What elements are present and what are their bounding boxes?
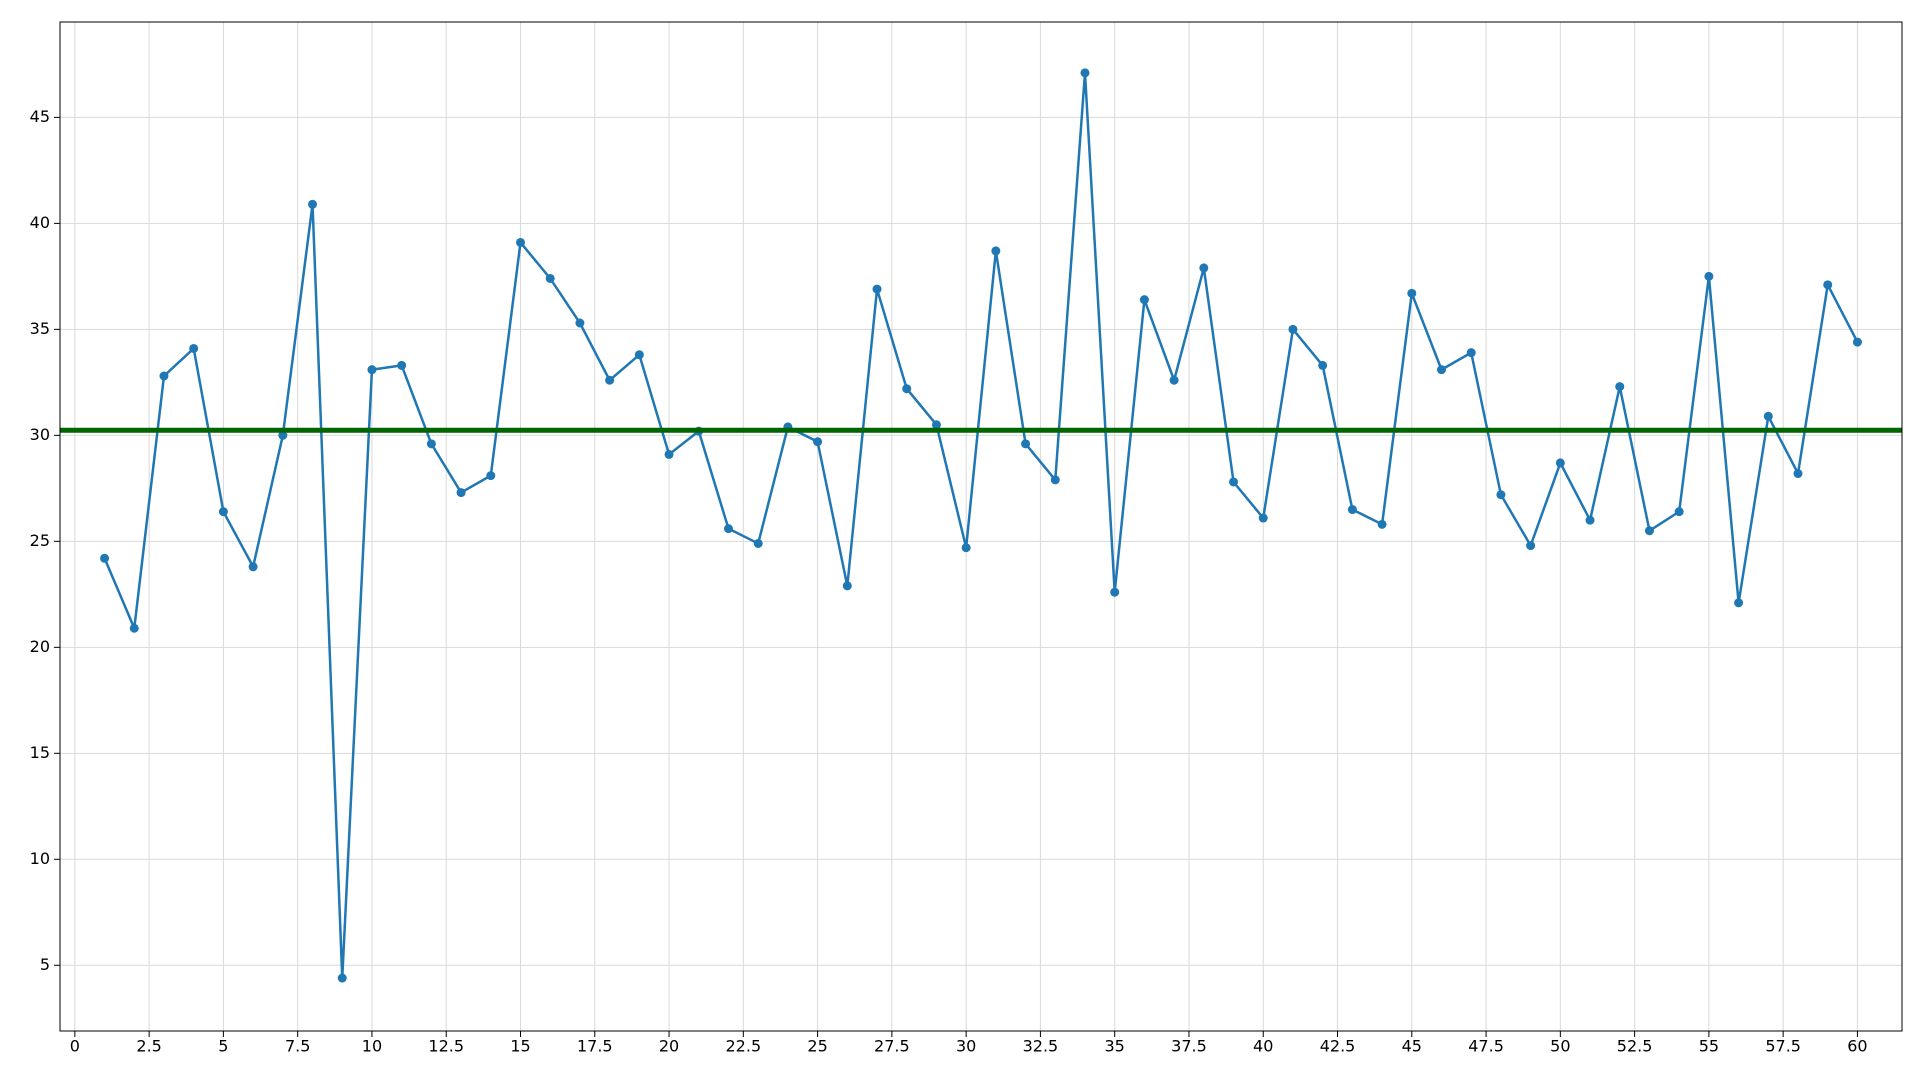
y-tick-label: 10 bbox=[30, 849, 50, 868]
data-point bbox=[961, 543, 971, 553]
data-point bbox=[1258, 513, 1268, 523]
data-point bbox=[100, 553, 110, 563]
data-point bbox=[1852, 337, 1862, 347]
data-point bbox=[605, 375, 615, 385]
data-point bbox=[189, 343, 199, 353]
x-tick-label: 52.5 bbox=[1617, 1037, 1653, 1056]
data-point bbox=[1080, 68, 1090, 78]
data-point bbox=[1021, 439, 1031, 449]
data-point bbox=[1674, 507, 1684, 517]
data-point bbox=[129, 623, 139, 633]
data-point bbox=[1644, 526, 1654, 536]
data-point bbox=[337, 973, 347, 983]
data-point bbox=[1585, 515, 1595, 525]
x-tick-label: 45 bbox=[1402, 1037, 1422, 1056]
x-tick-label: 60 bbox=[1847, 1037, 1867, 1056]
x-tick-label: 40 bbox=[1253, 1037, 1273, 1056]
x-tick-label: 7.5 bbox=[285, 1037, 310, 1056]
data-point bbox=[1169, 375, 1179, 385]
data-point bbox=[664, 449, 674, 459]
data-point bbox=[723, 524, 733, 534]
data-point bbox=[159, 371, 169, 381]
data-point bbox=[426, 439, 436, 449]
x-tick-label: 20 bbox=[659, 1037, 679, 1056]
data-point bbox=[1793, 469, 1803, 479]
data-point bbox=[902, 384, 912, 394]
y-tick-label: 30 bbox=[30, 425, 50, 444]
data-point bbox=[1526, 541, 1536, 551]
x-tick-label: 55 bbox=[1699, 1037, 1719, 1056]
data-point bbox=[1318, 360, 1328, 370]
y-tick-label: 45 bbox=[30, 107, 50, 126]
x-tick-label: 12.5 bbox=[428, 1037, 464, 1056]
data-point bbox=[1377, 519, 1387, 529]
y-tick-label: 20 bbox=[30, 637, 50, 656]
data-point bbox=[1347, 505, 1357, 515]
data-point bbox=[1615, 382, 1625, 392]
data-point bbox=[1288, 324, 1298, 334]
data-point bbox=[1229, 477, 1239, 487]
data-point bbox=[278, 430, 288, 440]
data-point bbox=[813, 437, 823, 447]
data-point bbox=[1139, 295, 1149, 305]
x-tick-label: 47.5 bbox=[1468, 1037, 1504, 1056]
data-point bbox=[1110, 587, 1120, 597]
series-line bbox=[103, 72, 1859, 979]
data-point bbox=[753, 538, 763, 548]
x-tick-label: 37.5 bbox=[1171, 1037, 1207, 1056]
data-point bbox=[931, 420, 941, 430]
x-tick-label: 57.5 bbox=[1765, 1037, 1801, 1056]
x-tick-label: 25 bbox=[807, 1037, 827, 1056]
x-tick-label: 10 bbox=[362, 1037, 382, 1056]
data-point bbox=[397, 360, 407, 370]
data-point bbox=[308, 199, 318, 209]
x-tick-label: 32.5 bbox=[1023, 1037, 1059, 1056]
x-tick-label: 27.5 bbox=[874, 1037, 910, 1056]
data-point bbox=[218, 507, 228, 517]
y-tick-label: 5 bbox=[40, 955, 50, 974]
data-point bbox=[456, 488, 466, 498]
x-tick-label: 5 bbox=[218, 1037, 228, 1056]
data-point bbox=[872, 284, 882, 294]
y-tick-label: 15 bbox=[30, 743, 50, 762]
data-point bbox=[991, 246, 1001, 256]
x-tick-label: 30 bbox=[956, 1037, 976, 1056]
x-tick-label: 17.5 bbox=[577, 1037, 613, 1056]
data-point bbox=[1496, 490, 1506, 500]
data-point bbox=[842, 581, 852, 591]
data-point bbox=[575, 318, 585, 328]
x-tick-label: 15 bbox=[510, 1037, 530, 1056]
x-tick-label: 42.5 bbox=[1320, 1037, 1356, 1056]
plot-frame bbox=[59, 21, 1903, 1032]
data-point bbox=[516, 237, 525, 247]
data-point bbox=[486, 471, 496, 481]
y-tick-label: 35 bbox=[30, 319, 50, 338]
data-point bbox=[1466, 348, 1476, 358]
x-tick-label: 2.5 bbox=[136, 1037, 161, 1056]
data-point bbox=[1199, 263, 1209, 273]
data-point bbox=[1437, 365, 1446, 375]
data-point bbox=[545, 273, 555, 283]
x-tick-label: 35 bbox=[1105, 1037, 1125, 1056]
x-tick-label: 0 bbox=[70, 1037, 80, 1056]
y-tick-label: 25 bbox=[30, 531, 50, 550]
data-point bbox=[1763, 411, 1773, 421]
data-point bbox=[248, 562, 258, 572]
data-point bbox=[1407, 288, 1417, 298]
data-point bbox=[1823, 280, 1833, 290]
data-point bbox=[634, 350, 644, 360]
data-point bbox=[1555, 458, 1565, 468]
data-point bbox=[367, 365, 377, 375]
data-point bbox=[1704, 271, 1714, 281]
y-tick-label: 40 bbox=[30, 213, 50, 232]
data-point bbox=[1050, 475, 1060, 485]
x-tick-label: 22.5 bbox=[726, 1037, 762, 1056]
data-point bbox=[1734, 598, 1744, 608]
x-tick-label: 50 bbox=[1550, 1037, 1570, 1056]
